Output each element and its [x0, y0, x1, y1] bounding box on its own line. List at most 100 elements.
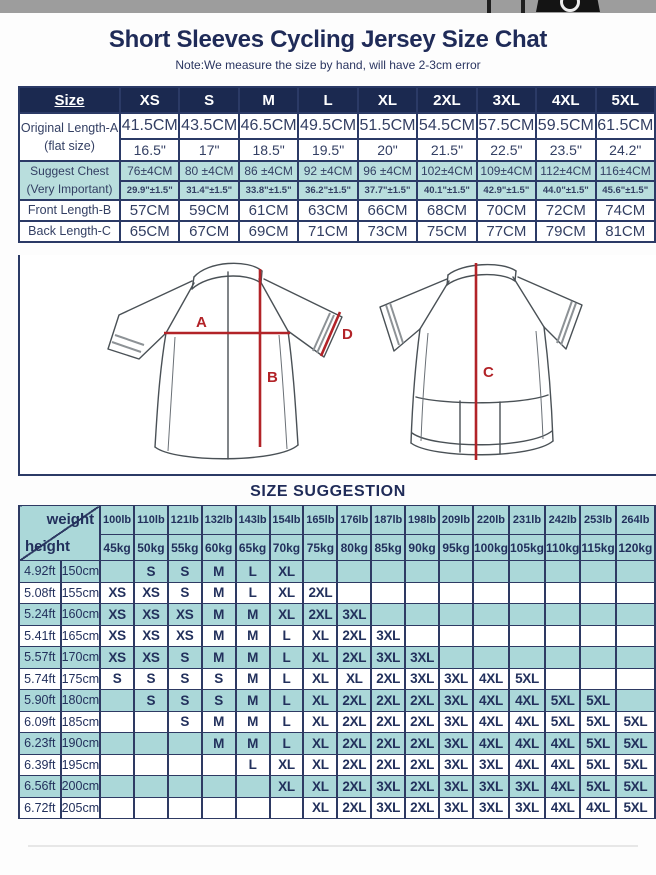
weight-lb-header: 165lb [302, 505, 339, 535]
suggestion-header-kg: 45kg 50kg 55kg 60kg 65kg 70kg 75kg 80kg 85kg 90kg… [19, 534, 656, 561]
measurement-row-cm: Suggest Chest (Very Important) 76±4CM 80 ±4… [17, 160, 656, 201]
corner-height-label: height [25, 538, 70, 555]
suggested-size-cell [133, 775, 169, 798]
suggested-size-cell [268, 796, 305, 819]
suggested-size-cell [438, 560, 474, 583]
suggested-size-cell: M [200, 646, 237, 669]
measurement-label-line2: (Very Important) [26, 181, 113, 196]
suggested-size-cell [471, 624, 510, 647]
measurement-value-cm: 77CM [475, 220, 538, 243]
suggested-size-cell: 3XL [471, 753, 510, 776]
suggested-size-cell [438, 646, 474, 669]
suggested-size-cell: M [234, 624, 271, 647]
suggested-size-cell: 3XL [438, 710, 474, 733]
suggested-size-cell: 5XL [507, 667, 547, 690]
suggested-size-cell [544, 581, 582, 604]
height-cm-cell: 205cm [59, 796, 102, 819]
suggested-size-cell: 3XL [336, 603, 373, 626]
weight-kg-header: 50kg [133, 534, 169, 561]
suggested-size-cell [336, 560, 373, 583]
suggested-size-cell: 2XL [336, 753, 373, 776]
suggested-size-cell [579, 646, 617, 669]
measurement-label: Suggest Chest (Very Important) [17, 160, 122, 201]
suggested-size-cell: 3XL [438, 667, 474, 690]
suggested-size-cell: L [268, 667, 305, 690]
measurement-value-cm: 75CM [416, 220, 478, 243]
suggested-size-cell: 5XL [614, 753, 656, 776]
suggested-size-cell: 5XL [614, 732, 656, 755]
suggestion-row: 5.74ft 175cm S S S S M L XL XL 2XL 3XL 3XL 4XL 5XL [18, 667, 656, 690]
suggested-size-cell: 5XL [579, 753, 617, 776]
suggested-size-cell: XS [99, 603, 136, 626]
suggested-size-cell: M [200, 560, 237, 583]
measurement-row-inch: 16.5" 17" 18.5" 19.5" 20" 21.5" 22.5" 23.5" 24.2… [19, 138, 656, 162]
suggested-size-cell [370, 581, 407, 604]
suggested-size-cell: 3XL [370, 796, 407, 819]
suggested-size-cell: XS [99, 581, 136, 604]
measurement-value-cm: 116±4CM [594, 160, 656, 182]
suggested-size-cell: XL [268, 775, 305, 798]
suggested-size-cell: 4XL [471, 710, 510, 733]
suggested-size-cell [336, 581, 373, 604]
suggested-size-cell: M [234, 646, 271, 669]
suggested-size-cell: XS [99, 646, 136, 669]
measurement-value-inch: 42.9"±1.5" [475, 180, 538, 201]
measurement-label-line2: (flat size) [44, 139, 95, 153]
suggested-size-cell [166, 732, 203, 755]
camera-lens-icon [560, 0, 580, 12]
suggested-size-cell [404, 603, 441, 626]
page-title: Short Sleeves Cycling Jersey Size Chat [108, 26, 548, 53]
measurement-value-cm: 57CM [119, 199, 181, 222]
height-cm-cell: 165cm [59, 624, 102, 647]
suggested-size-cell [438, 624, 474, 647]
suggested-size-cell [438, 603, 474, 626]
suggested-size-cell: XL [302, 710, 339, 733]
measurement-value-cm: 86 ±4CM [237, 160, 300, 182]
suggested-size-cell: 3XL [370, 775, 407, 798]
suggested-size-cell: S [166, 689, 203, 712]
suggested-size-cell [99, 775, 136, 798]
suggested-size-cell: 2XL [404, 710, 441, 733]
suggested-size-cell: 5XL [614, 710, 656, 733]
measurement-value-cm: 72CM [535, 199, 597, 222]
suggestion-row: 5.41ft 165cm XS XS XS M M L XL 2XL 3XL [18, 624, 656, 647]
measurement-value-cm: 102±4CM [416, 160, 478, 182]
suggested-size-cell [471, 560, 510, 583]
suggested-size-cell [370, 560, 407, 583]
suggested-size-cell: 2XL [370, 732, 407, 755]
suggested-size-cell: XS [99, 624, 136, 647]
weight-lb-header: 100lb [99, 505, 136, 535]
weight-kg-header: 105kg [507, 534, 547, 561]
suggested-size-cell: 2XL [302, 581, 339, 604]
height-cm-cell: 160cm [59, 603, 102, 626]
size-table-header-row: Size XS S M L XL 2XL 3XL 4XL 5XL [17, 86, 656, 114]
suggested-size-cell [614, 646, 656, 669]
measurement-value-cm: 43.5CM [178, 112, 240, 140]
suggested-size-cell: 5XL [614, 796, 656, 819]
suggestion-row: 5.24ft 160cm XS XS XS M M XL 2XL 3XL [18, 603, 656, 626]
suggested-size-cell [166, 796, 203, 819]
suggested-size-cell: M [200, 732, 237, 755]
suggestion-heading: SIZE SUGGESTION [250, 483, 406, 500]
suggested-size-cell [99, 732, 136, 755]
measurement-value-cm: 96 ±4CM [356, 160, 419, 182]
measurement-value-inch: 19.5" [297, 138, 359, 162]
suggested-size-cell: XL [302, 667, 339, 690]
suggested-size-cell [133, 753, 169, 776]
suggested-size-cell [200, 796, 237, 819]
measurement-value-inch: 40.1"±1.5" [416, 180, 478, 201]
measurement-value-cm: 66CM [356, 199, 419, 222]
measure-line-d [319, 311, 342, 357]
suggested-size-cell: XL [302, 689, 339, 712]
jersey-front-diagram: A B D [107, 262, 353, 460]
corner-weight-label: weight [46, 511, 95, 528]
cropped-toolbar [0, 0, 656, 13]
size-column-header: M [237, 86, 300, 114]
suggested-size-cell: 2XL [404, 775, 441, 798]
suggested-size-cell [471, 581, 510, 604]
suggested-size-cell: 5XL [614, 775, 656, 798]
measurement-value-cm: 61.5CM [594, 112, 656, 140]
height-ft-cell: 6.39ft [18, 753, 62, 776]
suggested-size-cell: 2XL [336, 796, 373, 819]
measurement-note: Note:We measure the size by hand, will h… [175, 58, 481, 72]
